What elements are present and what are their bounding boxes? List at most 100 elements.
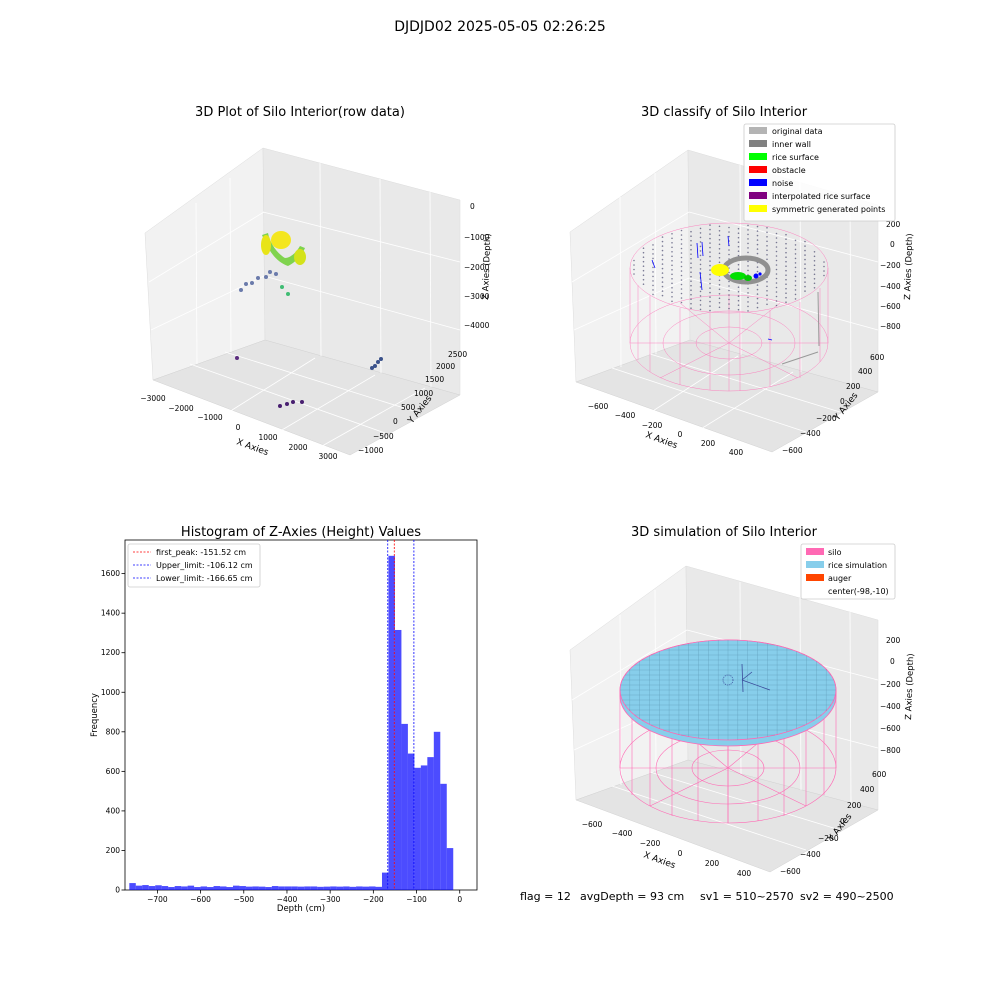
histogram-bar <box>401 723 408 890</box>
legend-label: original data <box>772 127 823 136</box>
surface-dot <box>747 233 749 236</box>
surface-dot <box>690 289 692 292</box>
surface-dot <box>680 283 683 286</box>
z-tick-label: 0 <box>890 657 895 666</box>
histogram-bar <box>271 886 279 890</box>
surface-dot <box>690 275 692 278</box>
surface-dot <box>766 236 768 238</box>
surface-dot <box>709 305 711 307</box>
surface-dot <box>756 252 759 255</box>
surface-dot <box>766 231 768 234</box>
surface-dot <box>690 248 692 251</box>
legend-swatch-symmetric <box>749 205 767 212</box>
raw-point <box>250 281 254 285</box>
surface-dot <box>661 267 664 270</box>
surface-dot <box>804 276 806 279</box>
surface-dot <box>680 243 683 245</box>
y-tick-label: −400 <box>800 429 821 438</box>
surface-dot <box>756 239 759 241</box>
surface-dot <box>671 255 673 258</box>
surface-dot <box>642 260 645 263</box>
surface-dot <box>718 248 721 250</box>
z-axis-label: Z Axies (Depth) <box>903 233 915 300</box>
surface-dot <box>813 260 816 262</box>
surface-dot <box>652 275 654 278</box>
histogram-bar <box>304 886 311 890</box>
surface-dot <box>737 236 740 239</box>
histogram-bar <box>187 885 195 890</box>
surface-dot <box>690 271 692 274</box>
surface-dot <box>699 254 702 257</box>
z-tick-label: −200 <box>880 680 901 689</box>
surface-dot <box>756 297 759 300</box>
legend-label: auger <box>828 574 852 583</box>
surface-dot <box>728 249 730 251</box>
surface-dot <box>671 273 673 276</box>
legend-label: rice simulation <box>828 561 887 570</box>
histogram-bar <box>252 886 259 890</box>
surface-dot <box>766 281 768 283</box>
rice-simulation-top <box>619 639 837 741</box>
surface-dot <box>775 268 778 271</box>
y-tick-label: 1200 <box>101 648 120 657</box>
surface-dot <box>709 269 711 271</box>
surface-dot <box>775 246 778 248</box>
z-tick-label: −3000 <box>464 292 490 301</box>
surface-dot <box>671 291 673 294</box>
legend-swatch-rice-simulation <box>806 561 824 568</box>
surface-dot <box>709 237 711 240</box>
surface-dot <box>671 237 673 240</box>
surface-dot <box>633 273 635 275</box>
surface-dot <box>756 306 759 309</box>
surface-dot <box>804 290 806 292</box>
surface-dot <box>709 300 711 303</box>
surface-dot <box>709 255 711 258</box>
y-tick-label: 2000 <box>436 362 455 371</box>
x-tick-label: −200 <box>640 839 661 848</box>
histogram-title: Histogram of Z-Axies (Height) Values <box>181 525 421 540</box>
surface-dot <box>794 253 797 255</box>
surface-dot <box>661 276 664 279</box>
histogram-bar <box>148 886 156 890</box>
histogram-bar <box>245 886 253 890</box>
surface-dot <box>766 240 768 243</box>
histogram-bar <box>362 886 370 890</box>
x-tick-label: −200 <box>642 421 663 430</box>
surface-dot <box>775 264 778 266</box>
surface-dot <box>813 278 816 280</box>
y-tick-label: 200 <box>106 846 121 855</box>
surface-dot <box>785 292 787 295</box>
z-tick-label: −600 <box>880 724 901 733</box>
histogram-bar <box>291 886 298 890</box>
y-tick-label: 0 <box>840 397 845 406</box>
surface-dot <box>737 250 740 252</box>
surface-dot <box>699 259 702 261</box>
surface-dot <box>737 245 740 248</box>
surface-dot <box>718 234 721 237</box>
panel-raw-title: 3D Plot of Silo Interior(row data) <box>195 105 405 120</box>
surface-dot <box>718 302 721 304</box>
legend-label: inner wall <box>772 140 811 149</box>
z-tick-label: −1000 <box>464 233 490 242</box>
surface-dot <box>756 284 759 286</box>
surface-dot <box>699 236 702 239</box>
surface-dot <box>671 269 673 271</box>
surface-dot <box>680 238 683 241</box>
surface-dot <box>699 286 702 288</box>
z-tick-label: −400 <box>880 282 901 291</box>
surface-dot <box>690 262 692 265</box>
histogram-bar <box>349 886 357 890</box>
surface-dot <box>709 233 711 235</box>
surface-dot <box>671 287 673 289</box>
surface-dot <box>671 296 673 298</box>
surface-dot <box>699 245 702 248</box>
histogram-bar <box>317 886 324 890</box>
surface-dot <box>699 295 702 297</box>
legend-label: center(-98,-10) <box>828 587 889 596</box>
z-tick-label: −600 <box>880 302 901 311</box>
surface-dot <box>699 241 702 243</box>
surface-dot <box>661 254 664 256</box>
surface-dot <box>690 266 692 269</box>
surface-dot <box>804 240 806 243</box>
surface-dot <box>775 300 778 302</box>
